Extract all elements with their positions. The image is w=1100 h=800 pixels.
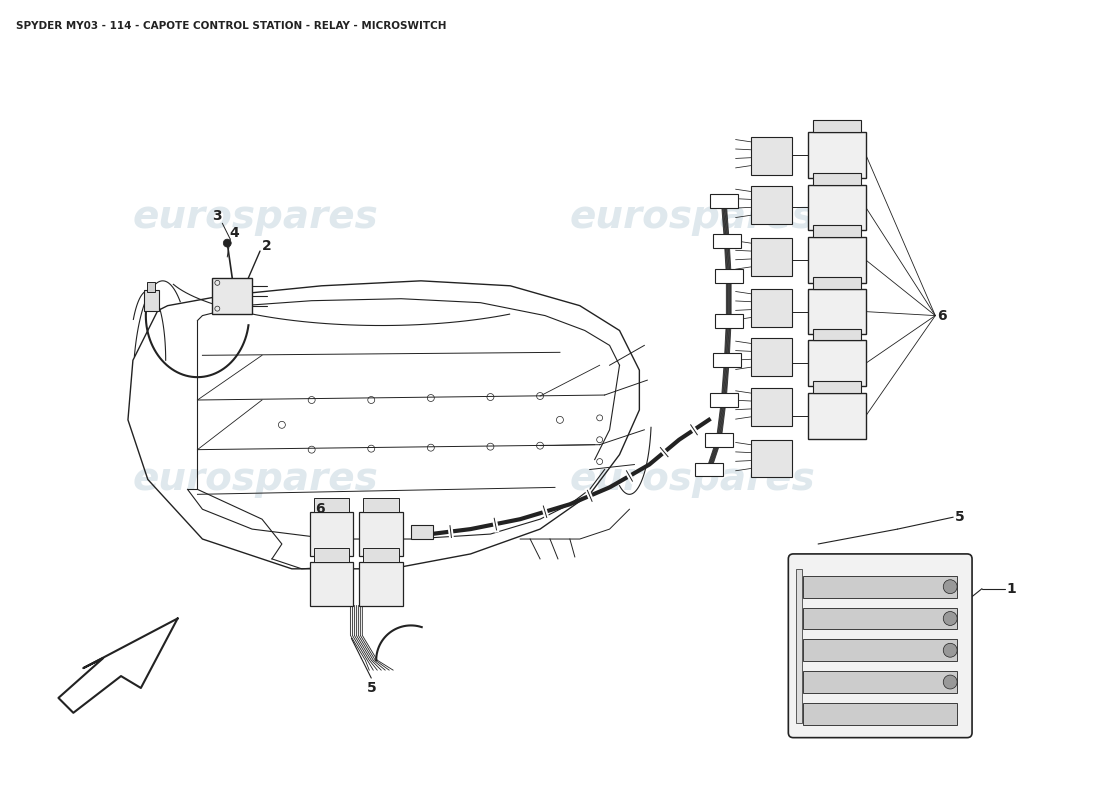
Bar [147,282,155,292]
Bar [750,186,792,224]
Text: eurospares: eurospares [132,461,378,498]
Bar [360,562,403,606]
Bar [803,703,957,725]
Bar [143,290,160,311]
Text: eurospares: eurospares [132,198,378,236]
Text: SPYDER MY03 - 114 - CAPOTE CONTROL STATION - RELAY - MICROSWITCH: SPYDER MY03 - 114 - CAPOTE CONTROL STATI… [15,21,447,30]
Bar [750,289,792,326]
Bar [803,671,957,693]
Bar [808,341,866,386]
Bar [310,512,353,556]
Text: 6: 6 [315,502,324,516]
Bar [808,393,866,438]
Bar [710,194,738,208]
Bar [705,433,733,446]
Bar [695,462,723,477]
Bar [796,569,802,722]
Polygon shape [58,618,177,713]
Bar [713,234,740,248]
Bar [411,525,432,539]
Circle shape [223,239,231,247]
Bar [212,278,252,314]
Bar [803,639,957,661]
FancyBboxPatch shape [789,554,972,738]
Bar [750,137,792,174]
Bar [803,607,957,630]
Bar [310,562,353,606]
Bar [808,237,866,283]
Polygon shape [813,173,861,185]
Polygon shape [314,498,350,512]
Polygon shape [813,277,861,289]
Text: 5: 5 [955,510,965,524]
Polygon shape [363,498,399,512]
Polygon shape [813,329,861,341]
Bar [715,314,742,327]
Text: 4: 4 [229,226,239,240]
Bar [808,185,866,230]
Circle shape [943,611,957,626]
Text: 3: 3 [212,210,222,223]
Bar [803,576,957,598]
Circle shape [943,675,957,689]
Text: 5: 5 [366,681,376,695]
Bar [713,354,740,367]
Bar [710,393,738,407]
Bar [360,512,403,556]
Bar [750,440,792,478]
Text: 2: 2 [262,239,272,253]
Text: eurospares: eurospares [569,461,815,498]
Circle shape [943,643,957,658]
Polygon shape [813,120,861,132]
Polygon shape [363,548,399,562]
Bar [808,132,866,178]
Text: 6: 6 [937,309,947,322]
Bar [808,289,866,334]
Bar [715,269,742,283]
Bar [750,238,792,276]
Circle shape [943,580,957,594]
Text: eurospares: eurospares [569,198,815,236]
Bar [750,388,792,426]
Polygon shape [314,548,350,562]
Bar [750,338,792,376]
Text: 1: 1 [1006,582,1016,596]
Polygon shape [813,381,861,393]
Polygon shape [813,226,861,237]
